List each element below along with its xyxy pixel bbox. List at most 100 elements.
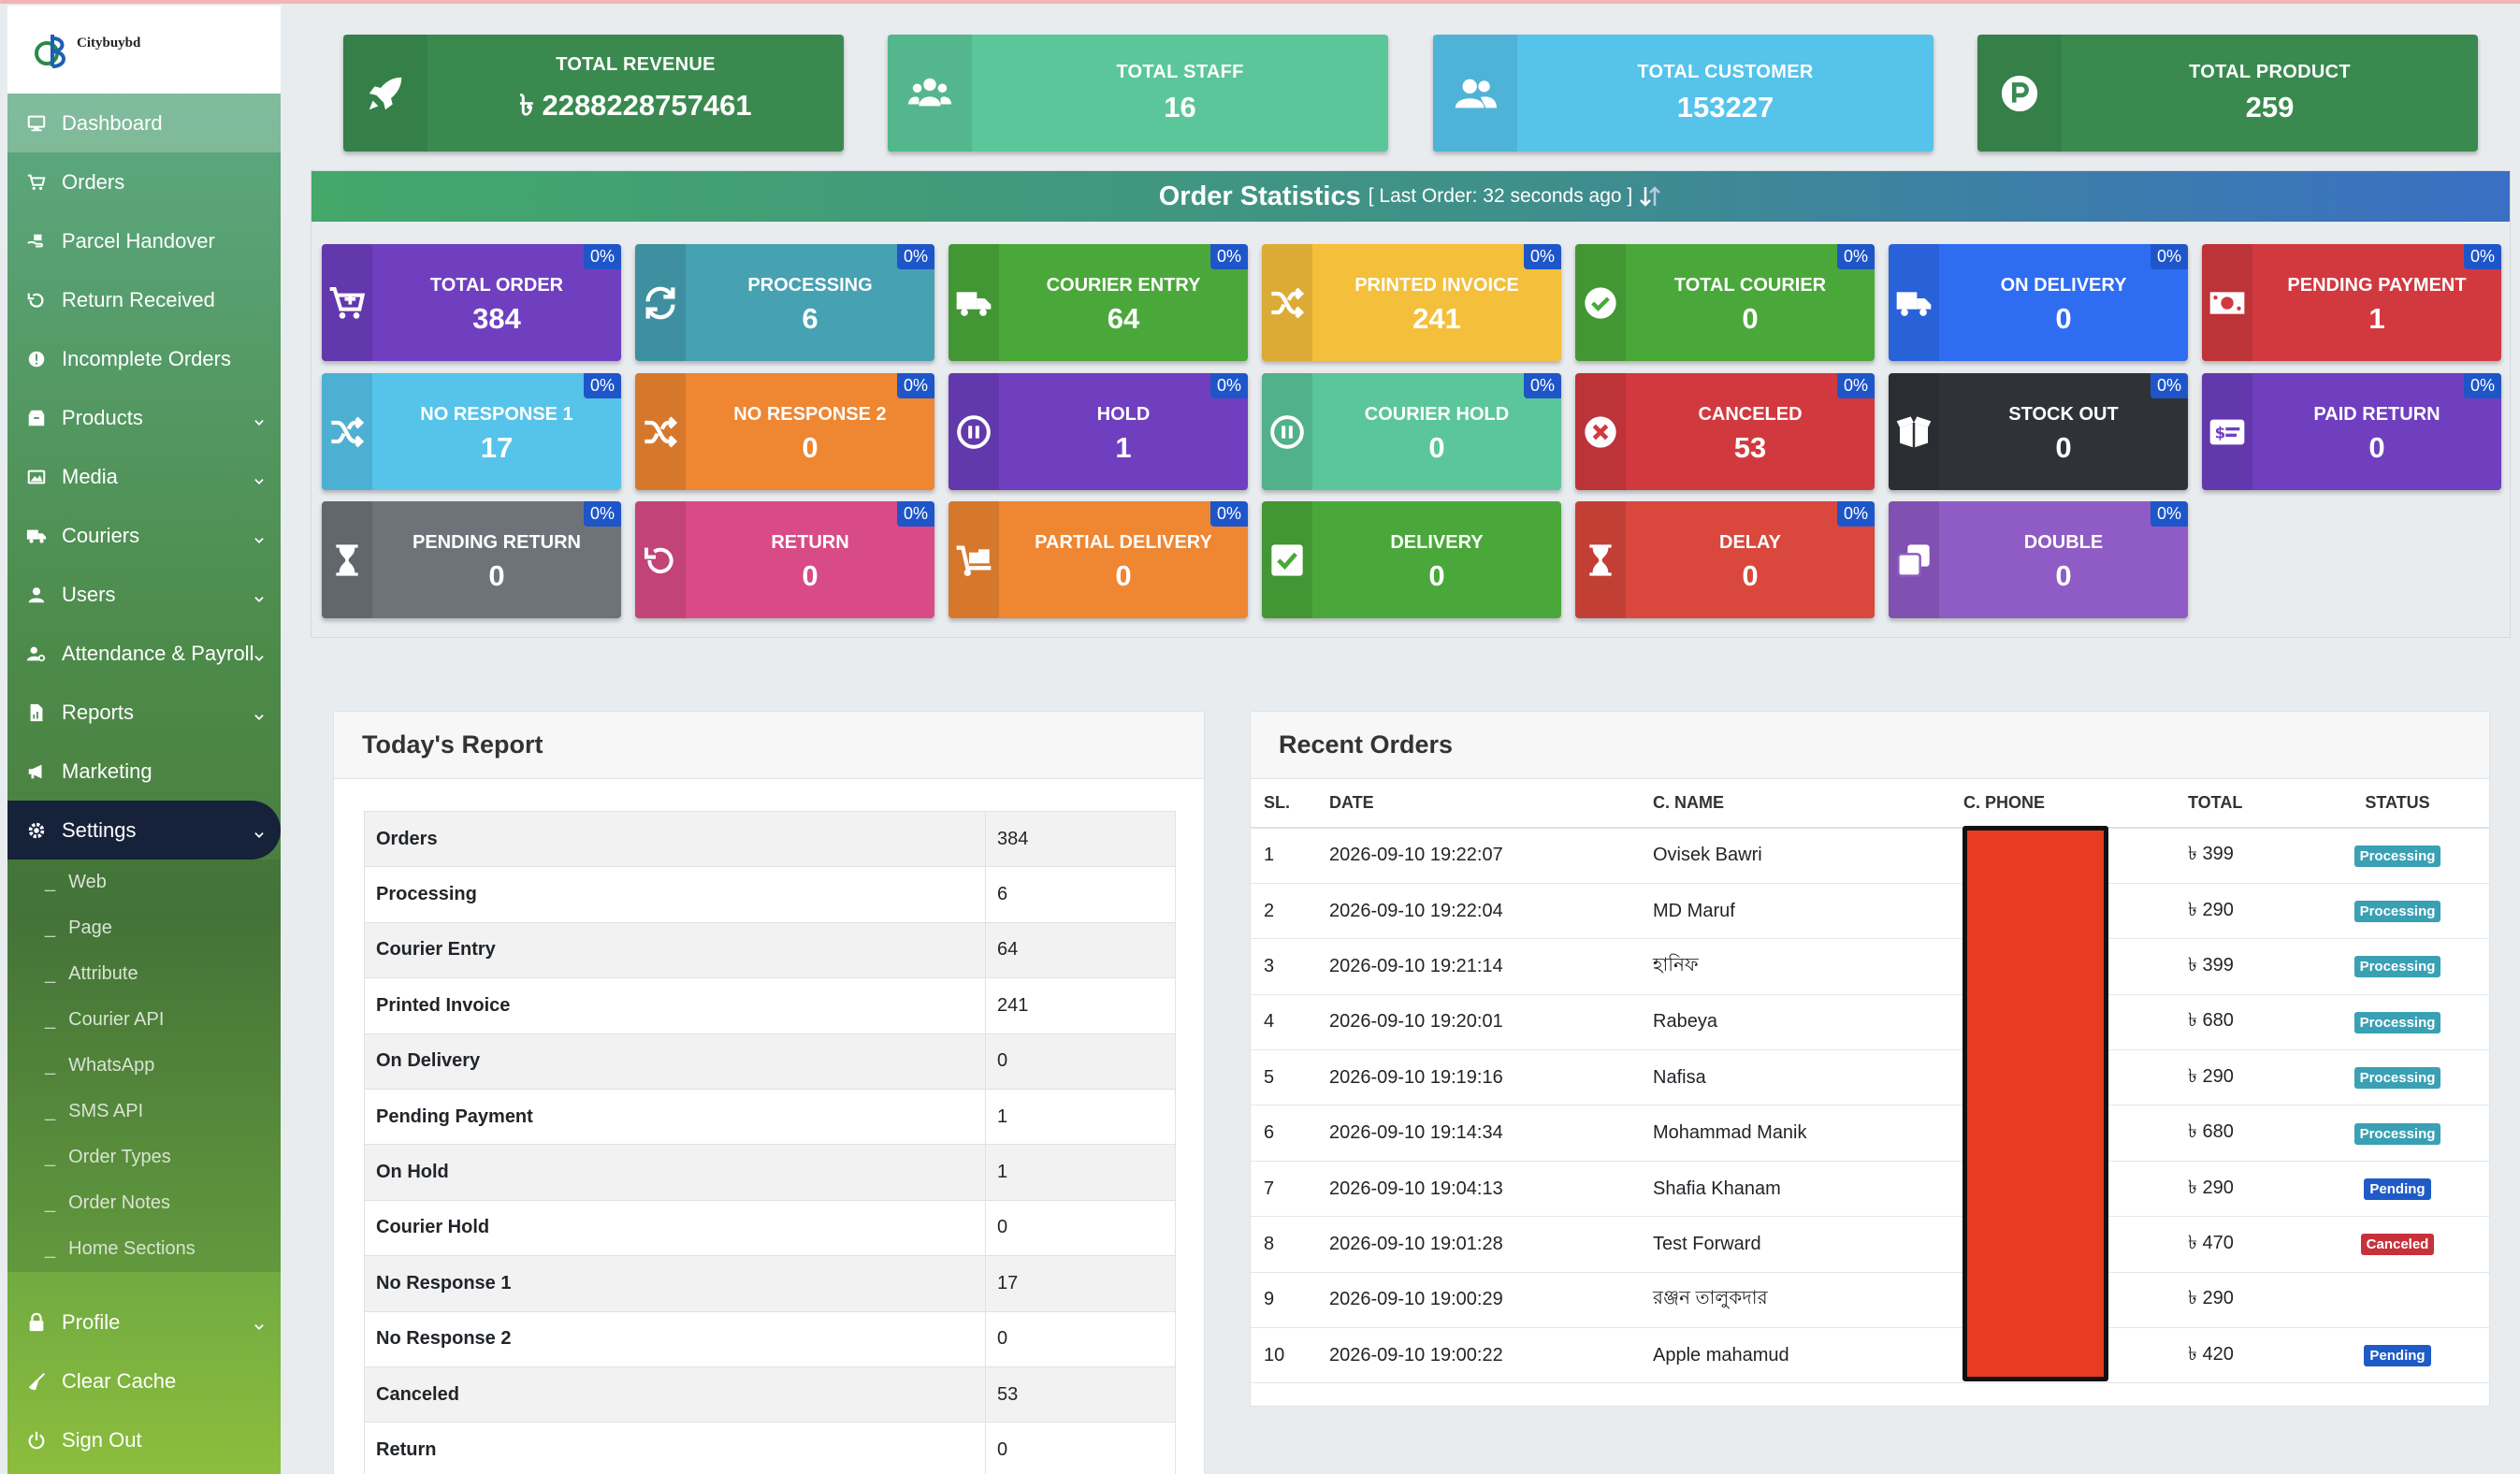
sidebar-item-label: Reports (62, 700, 135, 724)
tile-value: 384 (472, 302, 521, 335)
settings-sub-label: Home Sections (68, 1238, 196, 1259)
dollar-card-icon: $ (2202, 373, 2252, 490)
sidebar-item-couriers[interactable]: Couriers (7, 506, 281, 565)
status-tile-double[interactable]: DOUBLE 0 0% (1889, 501, 2188, 618)
status-tile-delivery[interactable]: DELIVERY 0 (1262, 501, 1561, 618)
tile-value: 0 (2055, 431, 2072, 464)
status-tile-printed-invoice[interactable]: PRINTED INVOICE 241 0% (1262, 244, 1561, 361)
settings-sub-label: WhatsApp (68, 1055, 155, 1076)
table-row[interactable]: 9 2026-09-10 19:00:29 রঞ্জন তালুকদার ৳ 290 (1251, 1272, 2489, 1329)
sidebar-item-reports[interactable]: Reports (7, 683, 281, 742)
recent-orders-panel: Recent Orders SL. DATE C. NAME C. PHONE TOTA… (1250, 711, 2490, 1407)
sidebar-item-products[interactable]: Products (7, 388, 281, 447)
customer-name: Mohammad Manik (1653, 1105, 1963, 1162)
chevron-down-icon (253, 823, 266, 838)
report-metric: Printed Invoice (364, 977, 986, 1034)
settings-sub-attribute[interactable]: _ Attribute (7, 951, 281, 997)
sidebar-item-label: Return Received (62, 287, 215, 311)
tile-label: HOLD (1096, 404, 1151, 425)
table-row: On Hold 1 (364, 1144, 1176, 1201)
settings-sub-web[interactable]: _ Web (7, 860, 281, 905)
sidebar-item-parcel-handover[interactable]: Parcel Handover (7, 211, 281, 270)
table-row[interactable]: 8 2026-09-10 19:01:28 Test Forward ৳ 470 Can… (1251, 1216, 2489, 1273)
sidebar-item-sign-out[interactable]: Sign Out (7, 1410, 281, 1469)
sidebar-item-return-received[interactable]: Return Received (7, 270, 281, 329)
sidebar-item-attendance-payroll[interactable]: Attendance & Payroll (7, 624, 281, 683)
tile-label: TOTAL ORDER (429, 275, 564, 296)
status-tile-total-courier[interactable]: TOTAL COURIER 0 0% (1575, 244, 1875, 361)
sidebar-item-users[interactable]: Users (7, 565, 281, 624)
status-tile-total-order[interactable]: TOTAL ORDER 384 0% (322, 244, 621, 361)
status-tile-partial-delivery[interactable]: PARTIAL DELIVERY 0 0% (949, 501, 1248, 618)
sidebar-item-label: Users (62, 582, 116, 606)
table-row[interactable]: 1 2026-09-10 19:22:07 Ovisek Bawri ৳ 399 Pro… (1251, 828, 2489, 884)
table-row[interactable]: 2 2026-09-10 19:22:04 MD Maruf ৳ 290 Process… (1251, 883, 2489, 940)
tile-label: COURIER HOLD (1364, 404, 1510, 425)
order-status-cell (2306, 1272, 2489, 1329)
table-row[interactable]: 3 2026-09-10 19:21:14 হানিফ ৳ 399 Processing (1251, 938, 2489, 995)
settings-sub-whatsapp[interactable]: _ WhatsApp (7, 1043, 281, 1089)
check-square-icon (1262, 501, 1312, 618)
status-tile-on-delivery[interactable]: ON DELIVERY 0 0% (1889, 244, 2188, 361)
sub-item-bullet: _ (45, 918, 56, 938)
settings-sub-page[interactable]: _ Page (7, 905, 281, 951)
stat-card-total-staff[interactable]: TOTAL STAFF 16 (888, 35, 1388, 152)
brand-logo[interactable]: Citybuybd (7, 6, 281, 94)
status-tile-processing[interactable]: PROCESSING 6 0% (635, 244, 934, 361)
sidebar-item-profile[interactable]: Profile (7, 1293, 281, 1351)
tile-value: 6 (802, 302, 818, 335)
sidebar-item-settings[interactable]: Settings (7, 801, 281, 860)
sidebar-item-label: Clear Cache (62, 1368, 177, 1393)
sidebar-item-marketing[interactable]: Marketing (7, 742, 281, 801)
table-row[interactable]: 5 2026-09-10 19:19:16 Nafisa ৳ 290 Processin… (1251, 1049, 2489, 1106)
sidebar-item-label: Marketing (62, 759, 152, 783)
sort-icon[interactable] (1638, 184, 1662, 209)
order-sl: 5 (1251, 1049, 1329, 1106)
status-tile-hold[interactable]: HOLD 1 0% (949, 373, 1248, 490)
settings-sub-order-types[interactable]: _ Order Types (7, 1134, 281, 1180)
order-total: ৳ 290 (2188, 1272, 2306, 1329)
chevron-down-icon (253, 411, 266, 426)
settings-sub-home-sections[interactable]: _ Home Sections (7, 1226, 281, 1272)
status-tile-stock-out[interactable]: STOCK OUT 0 0% (1889, 373, 2188, 490)
settings-sub-courier-api[interactable]: _ Courier API (7, 997, 281, 1043)
sidebar-item-clear-cache[interactable]: Clear Cache (7, 1351, 281, 1410)
report-metric: On Hold (364, 1144, 986, 1201)
sub-item-bullet: _ (45, 963, 56, 984)
status-tile-paid-return[interactable]: $ PAID RETURN 0 0% (2202, 373, 2501, 490)
status-tile-courier-entry[interactable]: COURIER ENTRY 64 0% (949, 244, 1248, 361)
status-tile-no-response-2[interactable]: NO RESPONSE 2 0 0% (635, 373, 934, 490)
sidebar-item-dashboard[interactable]: Dashboard (7, 94, 281, 152)
status-tile-canceled[interactable]: CANCELED 53 0% (1575, 373, 1875, 490)
table-row[interactable]: 6 2026-09-10 19:14:34 Mohammad Manik ৳ 680 P… (1251, 1105, 2489, 1162)
table-row[interactable]: 7 2026-09-10 19:04:13 Shafia Khanam ৳ 290 Pe… (1251, 1161, 2489, 1218)
status-badge: Processing (2353, 845, 2441, 867)
tile-label: NO RESPONSE 2 (733, 404, 887, 425)
table-row[interactable]: 10 2026-09-10 19:00:22 Apple mahamud ৳ 420 P… (1251, 1327, 2489, 1384)
order-sl: 1 (1251, 828, 1329, 884)
status-tile-return[interactable]: RETURN 0 0% (635, 501, 934, 618)
stat-card-total-customer[interactable]: TOTAL CUSTOMER 153227 (1433, 35, 1933, 152)
sidebar-item-media[interactable]: Media (7, 447, 281, 506)
stat-card-total-product[interactable]: TOTAL PRODUCT 259 (1977, 35, 2478, 152)
status-tile-courier-hold[interactable]: COURIER HOLD 0 0% (1262, 373, 1561, 490)
table-row: Pending Payment 1 (364, 1088, 1176, 1146)
todays-report-table: Orders 384 Processing 6 Courier Entry 64 Print… (364, 810, 1176, 1474)
settings-sub-order-notes[interactable]: _ Order Notes (7, 1180, 281, 1226)
table-row[interactable]: 4 2026-09-10 19:20:01 Rabeya ৳ 680 Processin… (1251, 994, 2489, 1051)
tile-percent-badge: 0% (1836, 373, 1875, 398)
status-tile-no-response-1[interactable]: NO RESPONSE 1 17 0% (322, 373, 621, 490)
money-bill-icon (2202, 244, 2252, 361)
column-header-date: DATE (1329, 779, 1653, 829)
customer-name: MD Maruf (1653, 883, 1963, 940)
report-value: 384 (985, 810, 1176, 868)
settings-sub-sms-api[interactable]: _ SMS API (7, 1089, 281, 1134)
stat-card-total-revenue[interactable]: TOTAL REVENUE ৳ 2288228757461 (343, 35, 844, 152)
sidebar-item-orders[interactable]: Orders (7, 152, 281, 211)
status-tile-delay[interactable]: DELAY 0 0% (1575, 501, 1875, 618)
status-tile-pending-payment[interactable]: PENDING PAYMENT 1 0% (2202, 244, 2501, 361)
report-metric: No Response 1 (364, 1255, 986, 1312)
status-tile-pending-return[interactable]: PENDING RETURN 0 0% (322, 501, 621, 618)
sidebar-item-incomplete-orders[interactable]: Incomplete Orders (7, 329, 281, 388)
sidebar-item-label: Settings (62, 817, 137, 842)
